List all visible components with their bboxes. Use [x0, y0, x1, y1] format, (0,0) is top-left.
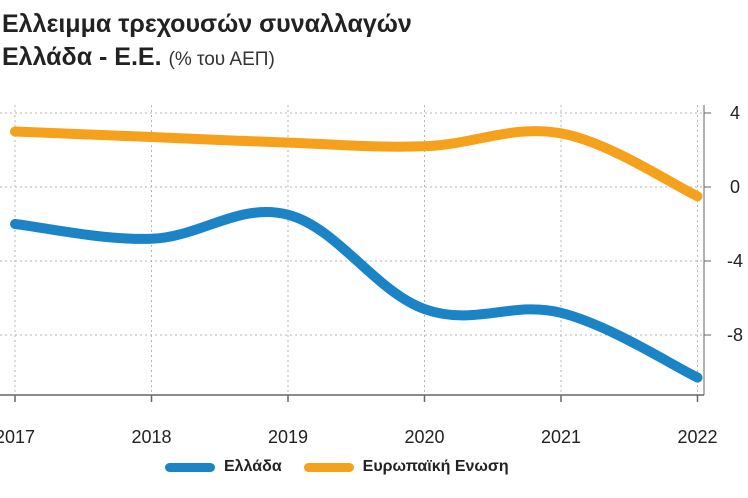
title-unit: (% του ΑΕΠ) — [168, 49, 275, 70]
legend-label-eu: Ευρωπαϊκή Ενωση — [362, 458, 509, 475]
legend-item-eu: Ευρωπαϊκή Ενωση — [303, 458, 509, 476]
chart-title: Ελλειμμα τρεχουσών συναλλαγών Ελλάδα - Ε… — [2, 8, 412, 76]
series-line-eu — [10, 126, 703, 202]
title-region: Ελλάδα - Ε.Ε. — [2, 43, 162, 71]
y-tick-label: 0 — [730, 177, 740, 197]
x-tick-label: 2017 — [0, 427, 35, 447]
legend-swatch-greece — [165, 462, 215, 472]
series-line-greece — [10, 207, 703, 383]
axes — [0, 105, 711, 402]
y-tick-label: 4 — [730, 103, 740, 123]
legend-item-greece: Ελλάδα — [165, 458, 282, 476]
title-line-2: Ελλάδα - Ε.Ε. (% του ΑΕΠ) — [2, 41, 412, 76]
x-tick-label: 2022 — [677, 427, 717, 447]
legend: Ελλάδα Ευρωπαϊκή Ενωση — [165, 455, 531, 479]
y-tick-label: -4 — [727, 251, 743, 271]
y-tick-label: -8 — [727, 325, 743, 345]
legend-swatch-eu — [303, 462, 354, 472]
series-lines — [10, 126, 703, 383]
tick-labels: 4 0 -4 -8 2017 2018 2019 2020 2021 2022 — [0, 103, 743, 447]
x-tick-label: 2018 — [131, 427, 171, 447]
x-tick-label: 2021 — [541, 427, 581, 447]
x-tick-label: 2020 — [404, 427, 444, 447]
x-tick-label: 2019 — [268, 427, 308, 447]
title-line-1: Ελλειμμα τρεχουσών συναλλαγών — [2, 10, 412, 38]
legend-label-greece: Ελλάδα — [224, 458, 282, 475]
gridlines — [0, 105, 704, 395]
